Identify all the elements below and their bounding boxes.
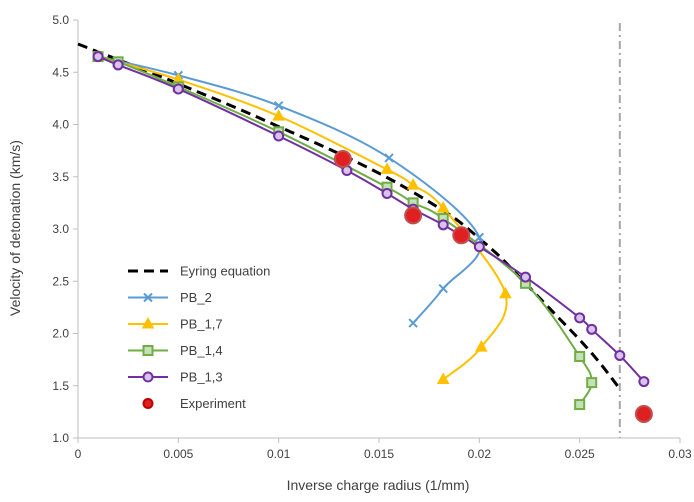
y-tick-label: 1.0: [52, 431, 69, 445]
x-tick-label: 0.01: [267, 447, 291, 461]
series-line-eyring-equation: [77, 42, 621, 390]
series-pb-2: [93, 51, 485, 328]
series-eyring-equation: [77, 42, 621, 390]
legend-marker: [141, 316, 155, 329]
y-tick-label: 1.5: [52, 379, 69, 393]
data-point-pb-2: [408, 318, 418, 328]
data-point-pb-1-3: [473, 241, 485, 253]
legend-marker: [142, 345, 154, 356]
data-point-pb-1-3: [519, 271, 531, 283]
series-line-pb-1-3: [97, 55, 645, 383]
x-axis-title: Inverse charge radius (1/mm): [287, 477, 470, 493]
data-point-pb-1-3: [92, 51, 104, 63]
data-point-pb-1-3: [381, 187, 393, 199]
data-point-pb-1-7: [499, 286, 512, 299]
data-point-experiment: [333, 149, 352, 168]
data-point-pb-1-7: [436, 372, 450, 384]
data-point-pb-1-3: [172, 83, 184, 95]
axes: 0 0.005 0.01 0.015 0.02 0.025 0.03 1.0 1.5 2.0 2.5…: [52, 13, 692, 461]
y-axis-title: Velocity of detonation (km/s): [7, 140, 23, 316]
data-point-pb-2: [273, 100, 284, 111]
data-point-experiment: [452, 226, 471, 245]
data-point-pb-1-3: [273, 130, 285, 142]
x-tick-label: 0.02: [468, 447, 492, 461]
data-point-pb-1-4: [574, 350, 586, 362]
data-point-pb-2: [474, 232, 485, 243]
legend-label: PB_1,7: [180, 317, 223, 332]
series-group: [77, 42, 653, 423]
data-point-pb-1-7: [436, 201, 450, 213]
legend-label: PB_2: [180, 290, 212, 305]
legend-item-pb-1-3: PB_1,3: [128, 370, 223, 385]
y-tick-label: 2.0: [52, 327, 69, 341]
x-tick-label: 0.015: [364, 447, 394, 461]
legend-item-pb-1-7: PB_1,7: [128, 317, 223, 332]
x-tick-label: 0.005: [163, 447, 193, 461]
data-point-experiment: [634, 404, 653, 423]
legend-marker: [142, 398, 154, 409]
legend-label: Eyring equation: [180, 264, 270, 279]
y-tick-label: 3.0: [52, 222, 69, 236]
data-point-pb-1-4: [574, 399, 586, 411]
legend-marker: [143, 292, 153, 303]
x-tick-label: 0: [75, 447, 82, 461]
series-pb-1-4: [92, 51, 598, 411]
data-point-pb-1-3: [437, 219, 449, 231]
legend-item-pb-1-4: PB_1,4: [128, 343, 223, 358]
data-point-experiment: [404, 206, 423, 225]
legend-item-eyring-equation: Eyring equation: [128, 264, 270, 279]
data-point-pb-2: [384, 153, 394, 163]
series-line-pb-1-4: [97, 55, 593, 406]
data-point-pb-1-7: [272, 109, 286, 121]
data-point-pb-1-7: [406, 178, 420, 190]
data-point-pb-1-3: [574, 312, 586, 324]
data-point-pb-1-7: [474, 340, 488, 352]
legend-label: PB_1,3: [180, 370, 223, 385]
legend-item-experiment: Experiment: [142, 396, 246, 411]
series-experiment: [333, 149, 653, 423]
y-tick-label: 2.5: [52, 274, 69, 288]
data-point-pb-1-3: [638, 376, 650, 388]
legend-marker: [142, 371, 154, 383]
series-line-pb-1-7: [97, 55, 508, 381]
y-tick-label: 4.0: [52, 118, 69, 132]
legend-label: PB_1,4: [180, 343, 223, 358]
data-point-pb-1-3: [614, 349, 626, 361]
legend: Eyring equation PB_2 PB_1,7 PB_1,4 PB_1,3 Exp…: [128, 264, 270, 411]
data-point-pb-1-7: [380, 162, 394, 174]
y-tick-label: 4.5: [52, 65, 69, 79]
legend-item-pb-2: PB_2: [128, 290, 212, 305]
x-tick-label: 0.03: [668, 447, 692, 461]
y-tick-label: 5.0: [52, 13, 69, 27]
data-point-pb-1-3: [112, 59, 124, 71]
data-point-pb-1-4: [586, 377, 598, 389]
data-point-pb-2: [438, 283, 448, 294]
x-tick-label: 0.025: [565, 447, 595, 461]
data-point-pb-1-3: [586, 323, 598, 335]
y-tick-label: 3.5: [52, 170, 69, 184]
legend-label: Experiment: [180, 396, 246, 411]
